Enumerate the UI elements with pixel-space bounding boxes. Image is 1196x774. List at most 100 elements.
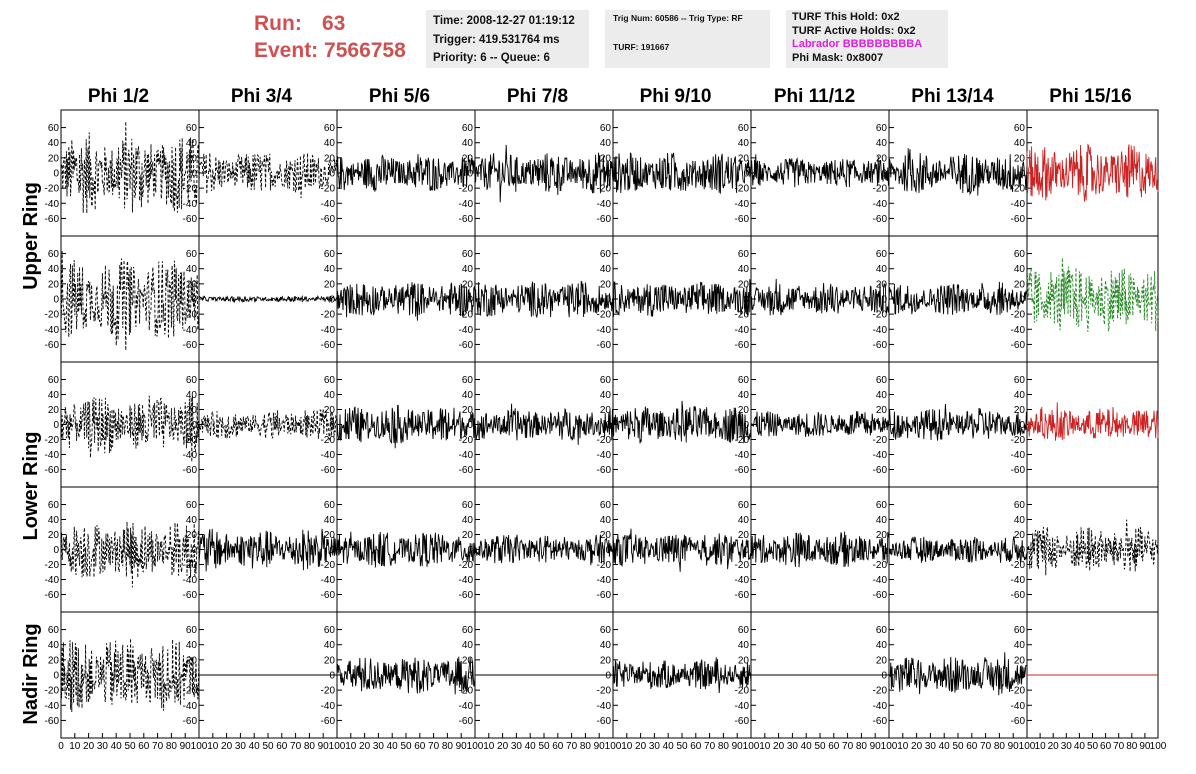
y-tick-label: 20 xyxy=(738,153,750,164)
y-tick-label: 20 xyxy=(48,153,60,164)
y-tick-label: -20 xyxy=(321,560,336,571)
y-tick-label: 60 xyxy=(48,123,60,134)
y-tick-label: -40 xyxy=(873,575,888,586)
y-tick-label: 60 xyxy=(186,123,198,134)
y-tick-label: -20 xyxy=(459,310,474,321)
y-tick-label: 40 xyxy=(462,138,474,149)
y-tick-label: -60 xyxy=(459,465,474,476)
y-tick-label: -20 xyxy=(1011,184,1026,195)
x-tick-label: 30 xyxy=(235,741,247,752)
y-tick-label: -40 xyxy=(183,575,198,586)
y-tick-label: 60 xyxy=(324,123,336,134)
y-tick-label: -20 xyxy=(321,686,336,697)
run-event-header: Run: 63 Event: 7566758 xyxy=(254,10,406,64)
x-tick-label: 100 xyxy=(743,741,760,752)
y-tick-label: 40 xyxy=(738,640,750,651)
y-tick-label: -60 xyxy=(1011,214,1026,225)
x-tick-label: 100 xyxy=(605,741,622,752)
y-tick-label: -20 xyxy=(183,435,198,446)
y-tick-label: -20 xyxy=(873,560,888,571)
x-tick-label: 50 xyxy=(1087,741,1099,752)
y-tick-label: -60 xyxy=(183,465,198,476)
x-tick-label: 90 xyxy=(732,741,744,752)
y-tick-label: 0 xyxy=(191,295,197,306)
y-tick-label: 20 xyxy=(324,153,336,164)
y-tick-label: -40 xyxy=(45,701,60,712)
waveform-trace xyxy=(612,657,752,694)
y-tick-label: 0 xyxy=(191,671,197,682)
y-tick-label: -60 xyxy=(597,214,612,225)
y-tick-label: 20 xyxy=(1014,153,1026,164)
y-tick-label: -20 xyxy=(1011,686,1026,697)
y-tick-label: -20 xyxy=(873,686,888,697)
waveform-trace xyxy=(1026,143,1159,202)
x-tick-label: 50 xyxy=(676,741,688,752)
y-tick-label: 40 xyxy=(738,264,750,275)
y-tick-label: 20 xyxy=(48,279,60,290)
waveform-trace xyxy=(888,652,1028,696)
x-tick-label: 80 xyxy=(994,741,1006,752)
panel-frame xyxy=(198,361,338,488)
y-tick-label: -60 xyxy=(735,590,750,601)
x-tick-label: 90 xyxy=(594,741,606,752)
x-tick-label: 20 xyxy=(1048,741,1060,752)
y-tick-label: 60 xyxy=(1014,625,1026,636)
x-tick-label: 40 xyxy=(525,741,537,752)
y-tick-label: -20 xyxy=(183,310,198,321)
y-tick-label: -20 xyxy=(45,310,60,321)
x-tick-label: 60 xyxy=(690,741,702,752)
x-tick-label: 80 xyxy=(442,741,454,752)
y-tick-label: 20 xyxy=(600,530,612,541)
y-tick-label: -40 xyxy=(459,325,474,336)
y-tick-label: 0 xyxy=(191,169,197,180)
y-tick-label: 20 xyxy=(324,655,336,666)
y-tick-label: -60 xyxy=(735,214,750,225)
y-tick-label: -60 xyxy=(873,716,888,727)
y-tick-label: 40 xyxy=(186,138,198,149)
y-tick-label: 20 xyxy=(738,279,750,290)
y-tick-label: -60 xyxy=(1011,590,1026,601)
y-tick-label: 0 xyxy=(881,671,887,682)
x-tick-label: 90 xyxy=(318,741,330,752)
y-tick-label: 40 xyxy=(324,640,336,651)
x-tick-label: 40 xyxy=(111,741,123,752)
waveform-trace xyxy=(1026,519,1159,576)
y-tick-label: -20 xyxy=(597,686,612,697)
y-tick-label: 0 xyxy=(467,420,473,431)
y-tick-label: 0 xyxy=(467,295,473,306)
y-tick-label: -20 xyxy=(45,184,60,195)
y-tick-label: 60 xyxy=(186,500,198,511)
y-tick-label: 0 xyxy=(605,295,611,306)
y-tick-label: -20 xyxy=(735,310,750,321)
x-tick-label: 0 xyxy=(58,741,64,752)
y-tick-label: 40 xyxy=(48,390,60,401)
x-tick-label: 10 xyxy=(345,741,357,752)
y-tick-label: 60 xyxy=(462,500,474,511)
y-tick-label: 20 xyxy=(876,530,888,541)
y-tick-label: 20 xyxy=(48,405,60,416)
turf-text: TURF: 191667 xyxy=(613,42,670,52)
y-tick-label: -40 xyxy=(183,325,198,336)
y-tick-label: 40 xyxy=(48,515,60,526)
y-tick-label: 0 xyxy=(605,545,611,556)
y-tick-label: 0 xyxy=(467,545,473,556)
waveform-trace xyxy=(612,400,752,444)
y-tick-label: 0 xyxy=(1019,420,1025,431)
y-tick-label: 0 xyxy=(743,420,749,431)
x-tick-label: 70 xyxy=(980,741,992,752)
y-tick-label: 60 xyxy=(324,625,336,636)
y-tick-label: -20 xyxy=(183,560,198,571)
y-tick-label: 40 xyxy=(48,640,60,651)
y-tick-label: 0 xyxy=(743,545,749,556)
x-tick-label: 30 xyxy=(1061,741,1073,752)
y-tick-label: 20 xyxy=(600,153,612,164)
y-tick-label: -40 xyxy=(183,701,198,712)
y-tick-label: -60 xyxy=(459,214,474,225)
x-tick-label: 20 xyxy=(497,741,509,752)
y-tick-label: 0 xyxy=(881,420,887,431)
y-tick-label: -60 xyxy=(873,214,888,225)
waveform-trace xyxy=(750,154,890,188)
y-tick-label: 40 xyxy=(48,264,60,275)
x-tick-label: 70 xyxy=(290,741,302,752)
x-tick-label: 70 xyxy=(842,741,854,752)
